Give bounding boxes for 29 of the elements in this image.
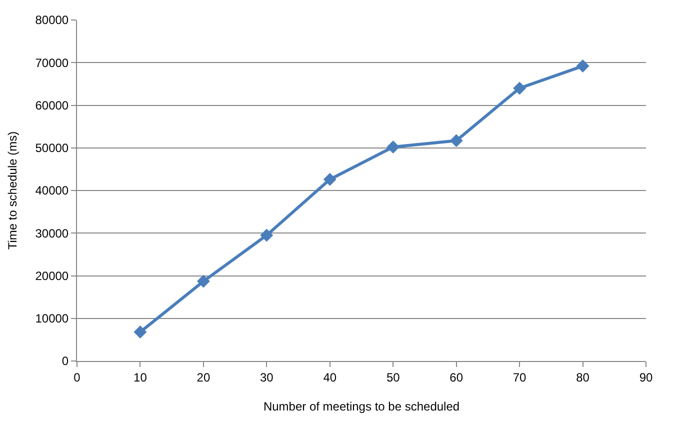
point xyxy=(513,82,526,95)
x-tick-label: 70 xyxy=(512,370,527,384)
y-tick-label: 30000 xyxy=(35,226,69,240)
x-tick-label: 20 xyxy=(196,370,210,384)
x-tick-label: 80 xyxy=(576,370,590,384)
y-axis-title: Time to schedule (ms) xyxy=(6,131,20,250)
y-tick-label: 70000 xyxy=(35,56,69,70)
point xyxy=(576,60,590,73)
x-tick-label: 30 xyxy=(260,370,274,384)
point xyxy=(323,172,336,186)
x-tick-label: 90 xyxy=(639,370,653,384)
point xyxy=(134,326,147,339)
x-tick-label: 40 xyxy=(323,370,337,384)
y-tick-label: 20000 xyxy=(35,268,69,283)
y-tick-label: 50000 xyxy=(35,141,69,156)
y-tick-label: 10000 xyxy=(35,312,69,326)
x-tick-label: 10 xyxy=(134,370,148,384)
x-tick-label: 60 xyxy=(450,370,464,384)
point xyxy=(386,140,400,154)
point xyxy=(450,134,463,148)
y-tick-label: 60000 xyxy=(35,98,69,112)
y-tick-label: 0 xyxy=(62,354,69,368)
x-axis-title: Number of meetings to be scheduled xyxy=(263,399,460,414)
x-tick-label: 50 xyxy=(386,370,400,384)
point xyxy=(196,274,210,288)
x-tick-label: 0 xyxy=(74,370,81,384)
point xyxy=(260,228,274,242)
y-tick-label: 40000 xyxy=(35,184,69,198)
y-tick-label: 80000 xyxy=(35,13,69,28)
